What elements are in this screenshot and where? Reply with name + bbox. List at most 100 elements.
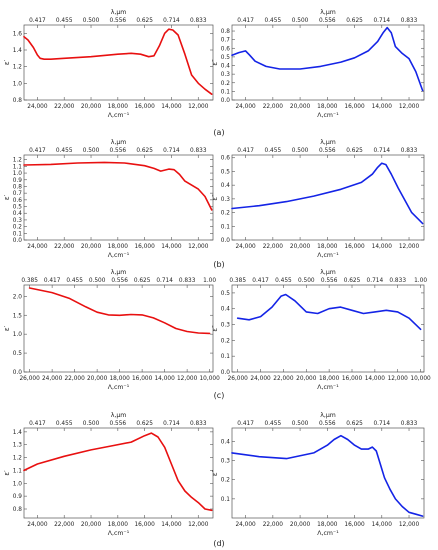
x-tick-label: 24,000 <box>235 244 256 250</box>
y-tick-label: 1.2 <box>13 65 23 71</box>
y-tick-label: 0.9 <box>13 494 23 500</box>
y-tick-label: 1.4 <box>13 430 23 436</box>
y-tick-label: 0.1 <box>13 231 23 237</box>
x-tick-label: 22,000 <box>54 244 75 250</box>
y-tick-label: 0.3 <box>221 459 231 465</box>
plot-frame <box>231 24 425 101</box>
y-tick-label: 0.2 <box>13 225 23 231</box>
y-tick-label: 0.4 <box>221 64 231 70</box>
panel-label-c: (c) <box>214 391 225 400</box>
x-axis-title: Λ,cm⁻¹ <box>317 530 339 537</box>
top-tick-label: 0.714 <box>156 278 173 284</box>
top-tick-label: 0.385 <box>21 278 38 284</box>
y-tick-label: 1.0 <box>13 81 23 87</box>
x-axis-title: Λ,cm⁻¹ <box>317 112 339 119</box>
y-axis-title: ε″ <box>211 469 219 476</box>
y-axis-title: ε″ <box>211 325 219 332</box>
top-axis-title: λ,μm <box>320 139 336 146</box>
x-tick-label: 12,000 <box>399 104 420 110</box>
x-tick-label: 18,000 <box>317 244 338 250</box>
y-tick-label: 0.6 <box>221 46 231 52</box>
chart-b-imag: 24,000 22,000 20,000 18,000 16,000 14,000 12,0… <box>211 139 425 259</box>
top-tick-label: 0.455 <box>275 278 292 284</box>
y-axis-title: ε′ <box>3 325 11 331</box>
chart-d-imag: 24,000 22,000 20,000 18,000 16,000 14,000 12,0… <box>211 412 425 537</box>
top-tick-label: 0.833 <box>190 18 207 24</box>
y-tick-label: 0.1 <box>221 89 231 95</box>
x-tick-label: 12,000 <box>188 522 209 528</box>
x-tick-label: 16,000 <box>344 522 365 528</box>
top-tick-label: 0.833 <box>190 148 207 154</box>
top-tick-label: 0.500 <box>292 148 309 154</box>
x-tick-label: 16,000 <box>344 244 365 250</box>
y-tick-label: 0.2 <box>221 338 231 344</box>
x-tick-label: 14,000 <box>161 522 182 528</box>
y-tick-label: 0.5 <box>221 55 231 61</box>
top-tick-label: 0.417 <box>29 148 46 154</box>
x-axis-title: Λ,cm⁻¹ <box>317 252 339 259</box>
top-tick-label: 0.417 <box>252 278 269 284</box>
x-tick-label: 12,000 <box>177 376 198 382</box>
y-tick-label: 0.9 <box>13 178 23 184</box>
top-tick-label: 0.556 <box>319 18 336 24</box>
x-tick-label: 22,000 <box>263 104 284 110</box>
y-tick-label: 0.8 <box>13 507 23 513</box>
chart-a-real: 24,000 22,000 20,000 18,000 16,000 14,000 12,0… <box>3 9 214 119</box>
chart-b-real: 24,000 22,000 20,000 18,000 16,000 14,000 12,0… <box>3 139 214 259</box>
top-tick-label: 0.500 <box>83 148 100 154</box>
y-tick-label: 0.5 <box>221 291 231 297</box>
y-tick-label: 0.6 <box>221 156 231 162</box>
x-tick-label: 24,000 <box>27 104 48 110</box>
top-axis-title: λ,μm <box>111 139 127 146</box>
y-tick-label: 0.7 <box>221 38 231 44</box>
top-tick-label: 0.714 <box>163 148 180 154</box>
y-tick-label: 0.5 <box>13 205 23 211</box>
top-tick-label: 0.385 <box>229 278 246 284</box>
series-line-d-imag <box>231 434 424 517</box>
y-tick-label: 1.0 <box>13 481 23 487</box>
series-line-a-imag <box>231 26 424 92</box>
y-tick-label: 0.4 <box>221 307 231 313</box>
x-tick-label: 14,000 <box>161 104 182 110</box>
panel-label-b: (b) <box>213 260 224 269</box>
top-tick-label: 0.714 <box>373 421 390 427</box>
y-tick-label: 0.0 <box>221 238 231 244</box>
y-tick-label: 0.2 <box>221 211 231 217</box>
plot-frame <box>23 284 214 373</box>
x-tick-label: 22,000 <box>64 376 85 382</box>
x-tick-label: 14,000 <box>154 376 175 382</box>
top-tick-label: 0.556 <box>319 421 336 427</box>
x-tick-label: 24,000 <box>42 376 63 382</box>
top-tick-label: 0.417 <box>237 421 254 427</box>
plot-frame <box>231 154 425 241</box>
top-axis-title: λ,μm <box>111 9 127 16</box>
top-tick-label: 0.455 <box>56 148 73 154</box>
x-axis-title: Λ,cm⁻¹ <box>108 112 130 119</box>
top-tick-label: 0.455 <box>56 18 73 24</box>
top-tick-label: 0.500 <box>292 421 309 427</box>
chart-d-real: 24,000 22,000 20,000 18,000 16,000 14,000 12,0… <box>3 412 214 537</box>
top-tick-label: 0.556 <box>319 148 336 154</box>
panel-label-a: (a) <box>213 128 224 137</box>
y-tick-label: 0.7 <box>13 191 23 197</box>
top-tick-label: 0.625 <box>136 18 153 24</box>
x-tick-label: 22,000 <box>54 104 75 110</box>
top-tick-label: 0.714 <box>163 18 180 24</box>
top-tick-label: 0.417 <box>29 18 46 24</box>
y-tick-label: 1.1 <box>13 164 23 170</box>
x-axis-title: Λ,cm⁻¹ <box>317 384 339 391</box>
top-axis-title: λ,μm <box>320 269 336 276</box>
y-axis-title: ε″ <box>211 59 219 66</box>
x-tick-label: 12,000 <box>188 104 209 110</box>
chart-panels: 24,000 22,000 20,000 18,000 16,000 14,000 12,0… <box>3 9 431 537</box>
top-tick-label: 0.455 <box>265 148 282 154</box>
x-tick-label: 16,000 <box>344 104 365 110</box>
top-tick-label: 0.714 <box>367 278 384 284</box>
panel-label-d: (d) <box>213 539 224 548</box>
x-tick-label: 16,000 <box>134 244 155 250</box>
x-tick-label: 18,000 <box>108 522 129 528</box>
x-tick-label: 22,000 <box>54 522 75 528</box>
x-tick-label: 12,000 <box>188 244 209 250</box>
top-axis-title: λ,μm <box>320 412 336 419</box>
x-tick-label: 18,000 <box>109 376 130 382</box>
